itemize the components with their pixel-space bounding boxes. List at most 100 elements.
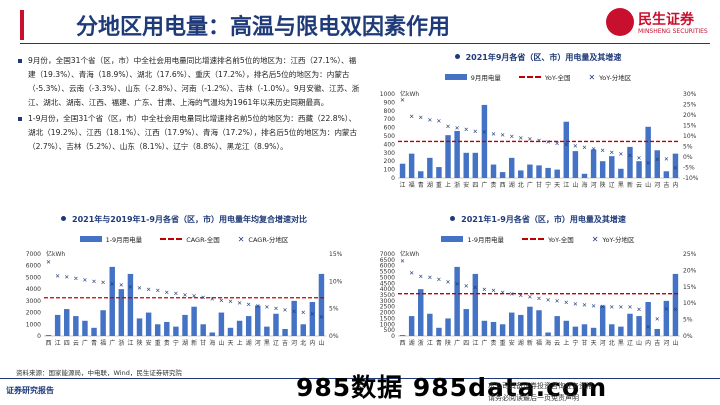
x-tick-label: 河 bbox=[663, 339, 669, 347]
x-tick-label: 天 bbox=[554, 182, 560, 189]
point-marker: ✕ bbox=[527, 294, 532, 301]
bar bbox=[282, 328, 288, 336]
bar bbox=[445, 318, 451, 336]
x-tick-label: 内 bbox=[672, 181, 678, 189]
point-marker: ✕ bbox=[409, 113, 414, 120]
x-tick-label: 吉 bbox=[654, 340, 660, 347]
x-tick-label: 安 bbox=[146, 339, 152, 347]
point-marker: ✕ bbox=[128, 284, 133, 291]
footer-disclaimer-2: 请务必阅读最后一页免责声明 bbox=[488, 394, 579, 402]
y-tick-label: 800 bbox=[384, 108, 396, 115]
x-tick-label: 湖 bbox=[182, 339, 188, 347]
y2-tick-label: 0% bbox=[329, 333, 339, 340]
bar bbox=[590, 327, 597, 336]
bar bbox=[581, 173, 588, 178]
company-logo: 民生证券 MINSHENG SECURITIES bbox=[606, 6, 716, 40]
point-marker: ✕ bbox=[518, 293, 523, 300]
page-number: 6 bbox=[356, 383, 363, 394]
point-marker: ✕ bbox=[664, 156, 669, 163]
point-marker: ✕ bbox=[64, 274, 69, 281]
bar bbox=[318, 273, 325, 336]
x-tick-label: 青 bbox=[418, 181, 424, 189]
bar bbox=[518, 314, 524, 336]
y-tick-label: 4000 bbox=[26, 286, 41, 293]
bar bbox=[100, 310, 106, 336]
point-marker: ✕ bbox=[509, 291, 514, 298]
point-marker: ✕ bbox=[427, 117, 432, 124]
x-tick-label: 天 bbox=[227, 340, 233, 347]
point-marker: ✕ bbox=[427, 274, 432, 281]
bar bbox=[672, 273, 679, 336]
point-marker: ✕ bbox=[455, 281, 460, 288]
x-tick-label: 天 bbox=[591, 340, 597, 347]
x-tick-label: 浙 bbox=[418, 339, 424, 347]
point-marker: ✕ bbox=[582, 145, 587, 152]
y2-tick-label: 30% bbox=[683, 91, 697, 98]
x-tick-label: 四 bbox=[463, 340, 469, 347]
point-marker: ✕ bbox=[473, 128, 478, 135]
x-tick-label: 海 bbox=[545, 339, 551, 347]
point-marker: ✕ bbox=[292, 308, 297, 315]
x-tick-label: 海 bbox=[581, 181, 587, 189]
x-tick-label: 黑 bbox=[618, 340, 624, 347]
bar bbox=[508, 312, 515, 336]
point-marker: ✕ bbox=[627, 152, 632, 159]
bar bbox=[154, 324, 161, 336]
bar bbox=[545, 167, 551, 178]
point-marker: ✕ bbox=[436, 118, 441, 125]
bar bbox=[599, 161, 606, 178]
y2-tick-label: 0% bbox=[683, 333, 693, 340]
point-marker: ✕ bbox=[509, 133, 514, 140]
x-tick-label: 浙 bbox=[118, 339, 124, 347]
x-tick-label: 甘 bbox=[536, 181, 542, 189]
point-marker: ✕ bbox=[301, 309, 306, 316]
point-marker: ✕ bbox=[618, 304, 623, 311]
y-tick-label: 3000 bbox=[26, 298, 41, 305]
bullet-list: 9月份，全国31个省（区，市）中全社会用电量同比增速排名前5位的地区为：江西（2… bbox=[18, 54, 363, 156]
point-marker: ✕ bbox=[473, 284, 478, 291]
point-marker: ✕ bbox=[446, 279, 451, 286]
point-marker: ✕ bbox=[455, 125, 460, 132]
chart-plot: 0500100015002000250030003500400045005000… bbox=[380, 250, 697, 347]
x-tick-label: 黑 bbox=[264, 340, 270, 347]
point-marker: ✕ bbox=[518, 135, 523, 142]
bar bbox=[463, 309, 469, 336]
bar bbox=[418, 289, 424, 336]
point-marker: ✕ bbox=[591, 146, 596, 153]
bar bbox=[572, 151, 579, 178]
bar bbox=[427, 313, 433, 336]
y-tick-label: 7000 bbox=[26, 251, 41, 258]
bar bbox=[490, 321, 497, 336]
bar bbox=[499, 172, 506, 178]
chart-ytd-electricity: 2021年1-9月各省（区，市）用电量及其增速 1-9月用电量 YoY-全国 ✕… bbox=[368, 214, 708, 362]
point-marker: ✕ bbox=[146, 287, 151, 294]
point-marker: ✕ bbox=[409, 270, 414, 277]
bullet-item-sep: 9月份，全国31个省（区，市）中全社会用电量同比增速排名前5位的地区为：江西（2… bbox=[18, 54, 363, 110]
logo-icon bbox=[606, 8, 634, 36]
y-tick-label: 0 bbox=[391, 333, 395, 340]
bar bbox=[618, 168, 624, 178]
bar bbox=[73, 316, 79, 336]
point-marker: ✕ bbox=[555, 298, 560, 305]
y-unit-label: 亿kWh bbox=[400, 90, 419, 98]
point-marker: ✕ bbox=[527, 136, 532, 143]
x-tick-label: 新 bbox=[627, 181, 633, 189]
bar bbox=[273, 313, 279, 336]
bar bbox=[545, 332, 551, 336]
bar bbox=[291, 300, 297, 336]
chart-legend: 1-9月用电量 CAGR-全国 ✕ CAGR-分地区 bbox=[14, 234, 354, 244]
x-tick-label: 重 bbox=[500, 339, 506, 347]
point-marker: ✕ bbox=[627, 304, 632, 311]
point-marker: ✕ bbox=[464, 127, 469, 134]
bar bbox=[536, 165, 542, 178]
point-marker: ✕ bbox=[673, 306, 678, 313]
bar bbox=[454, 130, 460, 178]
bar bbox=[590, 149, 597, 178]
bar bbox=[499, 324, 506, 336]
bar bbox=[255, 305, 261, 336]
point-marker: ✕ bbox=[237, 300, 242, 307]
point-marker: ✕ bbox=[536, 296, 541, 303]
point-marker: ✕ bbox=[664, 306, 669, 313]
point-marker: ✕ bbox=[609, 149, 614, 156]
x-tick-label: 山 bbox=[672, 339, 678, 347]
